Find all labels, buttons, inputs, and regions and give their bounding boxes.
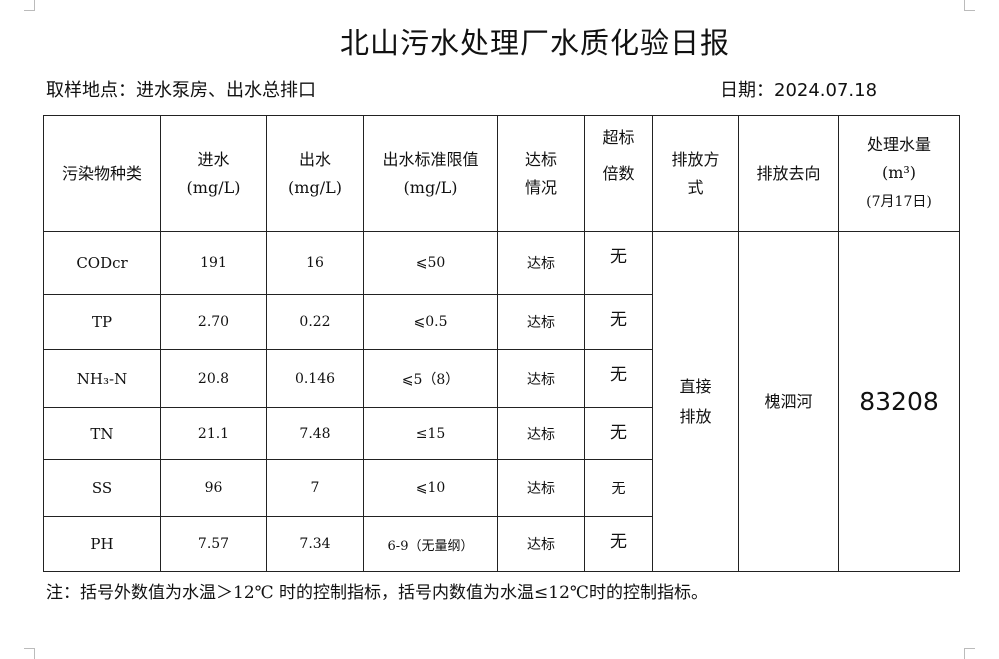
limit-value: ⩽10 — [363, 459, 498, 517]
limit-value: ⩽0.5 — [363, 294, 498, 350]
discharge-method: 直接 排放 — [652, 231, 739, 572]
exceed-value: 无 — [584, 294, 653, 350]
header-direction: 排放去向 — [738, 115, 839, 232]
status-value: 达标 — [497, 459, 585, 517]
table-row: PH 7.57 7.34 6-9（无量纲） 达标 无 — [43, 516, 960, 572]
outflow-value: 7 — [266, 459, 364, 517]
inflow-value: 20.8 — [160, 349, 267, 408]
inflow-value: 21.1 — [160, 407, 267, 460]
pollutant-name: PH — [43, 516, 161, 572]
outflow-value: 16 — [266, 231, 364, 295]
outflow-value: 7.34 — [266, 516, 364, 572]
header-outflow: 出水 (mg/L) — [266, 115, 364, 232]
pollutant-name: NH₃-N — [43, 349, 161, 408]
status-value: 达标 — [497, 407, 585, 460]
header-exceed: 超标 倍数 — [584, 115, 653, 232]
status-value: 达标 — [497, 294, 585, 350]
report-date: 日期：2024.07.18 — [720, 80, 878, 101]
water-quality-table: 污染物种类 进水 (mg/L) 出水 (mg/L) 出水标准限值 (mg/L) 达标情… — [43, 115, 960, 572]
header-inflow: 进水 (mg/L) — [160, 115, 267, 232]
outflow-value: 7.48 — [266, 407, 364, 460]
pollutant-name: TP — [43, 294, 161, 350]
exceed-value: 无 — [584, 516, 653, 572]
pollutant-name: CODcr — [43, 231, 161, 295]
limit-value: ⩽5（8） — [363, 349, 498, 408]
treated-volume: 83208 — [838, 231, 960, 572]
limit-value: ≤15 — [363, 407, 498, 460]
inflow-value: 191 — [160, 231, 267, 295]
page-corner-mark — [24, 0, 35, 11]
pollutant-name: SS — [43, 459, 161, 517]
inflow-value: 7.57 — [160, 516, 267, 572]
limit-value: ⩽50 — [363, 231, 498, 295]
exceed-value: 无 — [584, 407, 653, 460]
exceed-value: 无 — [584, 349, 653, 408]
table-row: TP 2.70 0.22 ⩽0.5 达标 无 — [43, 294, 960, 350]
report-title: 北山污水处理厂水质化验日报 — [339, 26, 730, 60]
page-corner-mark — [964, 0, 975, 11]
header-status: 达标 情况 — [497, 115, 585, 232]
sampling-location: 取样地点：进水泵房、出水总排口 — [46, 80, 316, 101]
exceed-value: 无 — [584, 231, 653, 295]
outflow-value: 0.146 — [266, 349, 364, 408]
discharge-direction: 槐泗河 — [738, 231, 839, 572]
table-row: SS 96 7 ⩽10 达标 无 — [43, 459, 960, 517]
status-value: 达标 — [497, 516, 585, 572]
inflow-value: 2.70 — [160, 294, 267, 350]
inflow-value: 96 — [160, 459, 267, 517]
header-volume: 处理水量 (m³) (7月17日) — [838, 115, 960, 232]
header-limit: 出水标准限值 (mg/L) — [363, 115, 498, 232]
header-method: 排放方式 — [652, 115, 739, 232]
header-row: 污染物种类 进水 (mg/L) 出水 (mg/L) 出水标准限值 (mg/L) 达标情… — [43, 115, 960, 232]
table-row: NH₃-N 20.8 0.146 ⩽5（8） 达标 无 — [43, 349, 960, 408]
page-corner-mark — [964, 648, 975, 659]
table-row: TN 21.1 7.48 ≤15 达标 无 — [43, 407, 960, 460]
status-value: 达标 — [497, 349, 585, 408]
page-corner-mark — [24, 648, 35, 659]
header-pollutant: 污染物种类 — [43, 115, 161, 232]
table-row: CODcr 191 16 ⩽50 达标 无 直接 排放 槐泗河 83208 — [43, 231, 960, 572]
exceed-value: 无 — [584, 459, 653, 517]
footnote: 注：括号外数值为水温＞12℃ 时的控制指标，括号内数值为水温≤12℃时的控制指标… — [46, 583, 708, 603]
status-value: 达标 — [497, 231, 585, 295]
limit-value: 6-9（无量纲） — [363, 516, 498, 572]
outflow-value: 0.22 — [266, 294, 364, 350]
pollutant-name: TN — [43, 407, 161, 460]
